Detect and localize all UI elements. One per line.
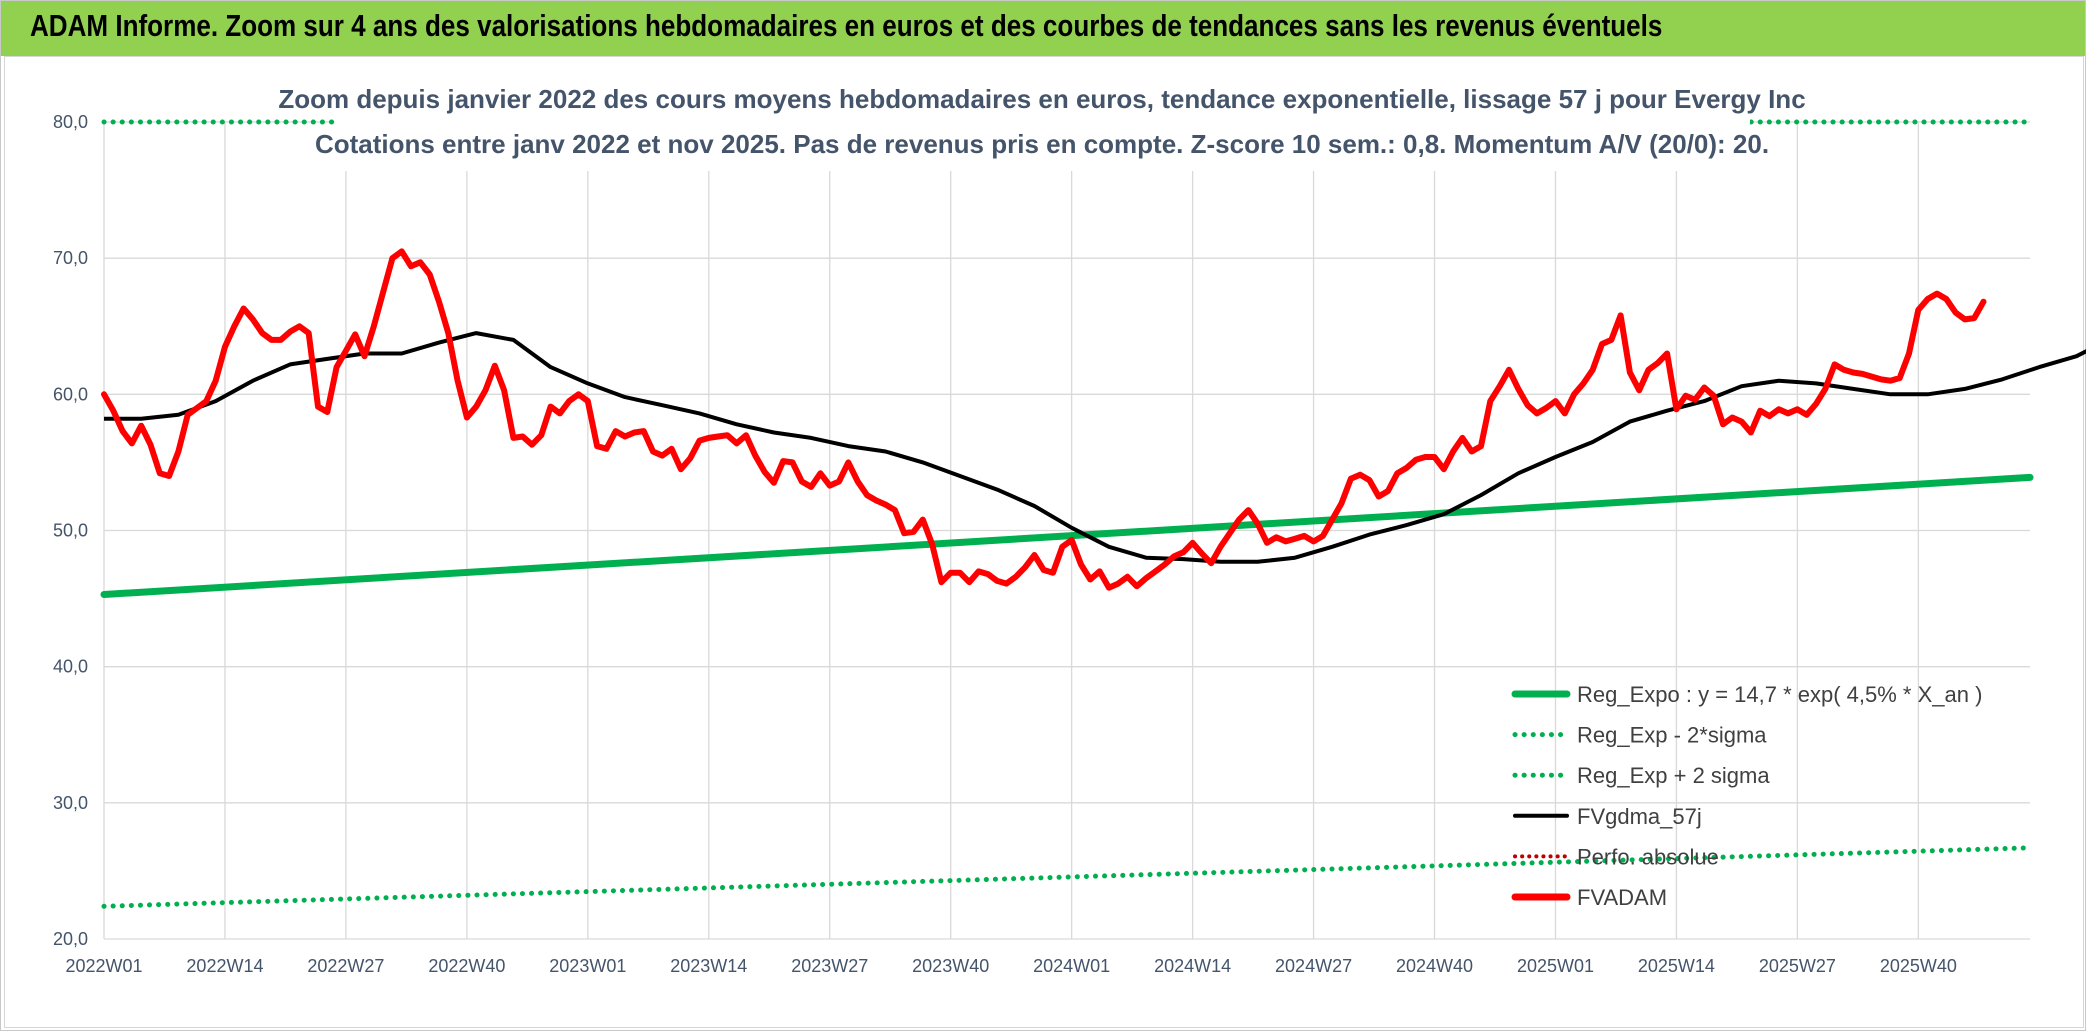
x-tick-label: 2025W27 (1759, 956, 1836, 976)
series-fvgdma-57j (104, 331, 2086, 564)
x-tick-label: 2022W40 (428, 956, 505, 976)
title-banner: ADAM Informe. Zoom sur 4 ans des valoris… (0, 0, 2086, 56)
y-tick-label: 40,0 (53, 657, 88, 677)
legend-label-fvgdma: FVgdma_57j (1577, 804, 1702, 829)
series-layer (100, 119, 2086, 909)
legend-label-lower: Reg_Exp - 2*sigma (1577, 723, 1767, 748)
legend-label-fvadam: FVADAM (1577, 885, 1667, 910)
legend-label-upper: Reg_Exp + 2 sigma (1577, 763, 1770, 788)
grid-lines (103, 121, 2030, 940)
series-reg-exp-minus-2sigma (101, 845, 2033, 909)
y-tick-label: 30,0 (53, 793, 88, 813)
series-reg-expo (100, 473, 2034, 598)
x-tick-label: 2022W01 (65, 956, 142, 976)
y-tick-label: 70,0 (53, 248, 88, 268)
series-fvadam (101, 248, 1987, 591)
x-tick-label: 2023W27 (791, 956, 868, 976)
x-tick-label: 2025W40 (1880, 956, 1957, 976)
banner-title: ADAM Informe. Zoom sur 4 ans des valoris… (30, 8, 1663, 43)
legend-label-reg: Reg_Expo : y = 14,7 * exp( 4,5% * X_an ) (1577, 682, 1982, 707)
x-axis-ticks: 2022W01 2022W14 2022W27 2022W40 2023W01 2023W… (65, 956, 1956, 976)
chart-title-line-1: Zoom depuis janvier 2022 des cours moyen… (278, 84, 1805, 114)
y-axis-ticks: 20,0 30,0 40,0 50,0 60,0 70,0 80,0 (53, 112, 88, 949)
x-tick-label: 2023W14 (670, 956, 747, 976)
chart-title-line-2: Cotations entre janv 2022 et nov 2025. P… (315, 129, 1769, 159)
y-tick-label: 50,0 (53, 521, 88, 541)
x-tick-label: 2025W14 (1638, 956, 1715, 976)
x-tick-label: 2024W01 (1033, 956, 1110, 976)
x-tick-label: 2024W14 (1154, 956, 1231, 976)
x-tick-label: 2024W27 (1275, 956, 1352, 976)
y-tick-label: 80,0 (53, 112, 88, 132)
x-tick-label: 2022W27 (307, 956, 384, 976)
y-tick-label: 60,0 (53, 384, 88, 404)
x-tick-label: 2023W01 (549, 956, 626, 976)
chart-title-background (335, 75, 1750, 171)
legend: Reg_Expo : y = 14,7 * exp( 4,5% * X_an )… (1511, 682, 1982, 910)
x-tick-label: 2023W40 (912, 956, 989, 976)
legend-label-perfo: Perfo. absolue (1577, 844, 1719, 869)
x-tick-label: 2024W40 (1396, 956, 1473, 976)
x-tick-label: 2025W01 (1517, 956, 1594, 976)
x-tick-label: 2022W14 (186, 956, 263, 976)
chart-area-border (4, 56, 2084, 1028)
y-tick-label: 20,0 (53, 929, 88, 949)
